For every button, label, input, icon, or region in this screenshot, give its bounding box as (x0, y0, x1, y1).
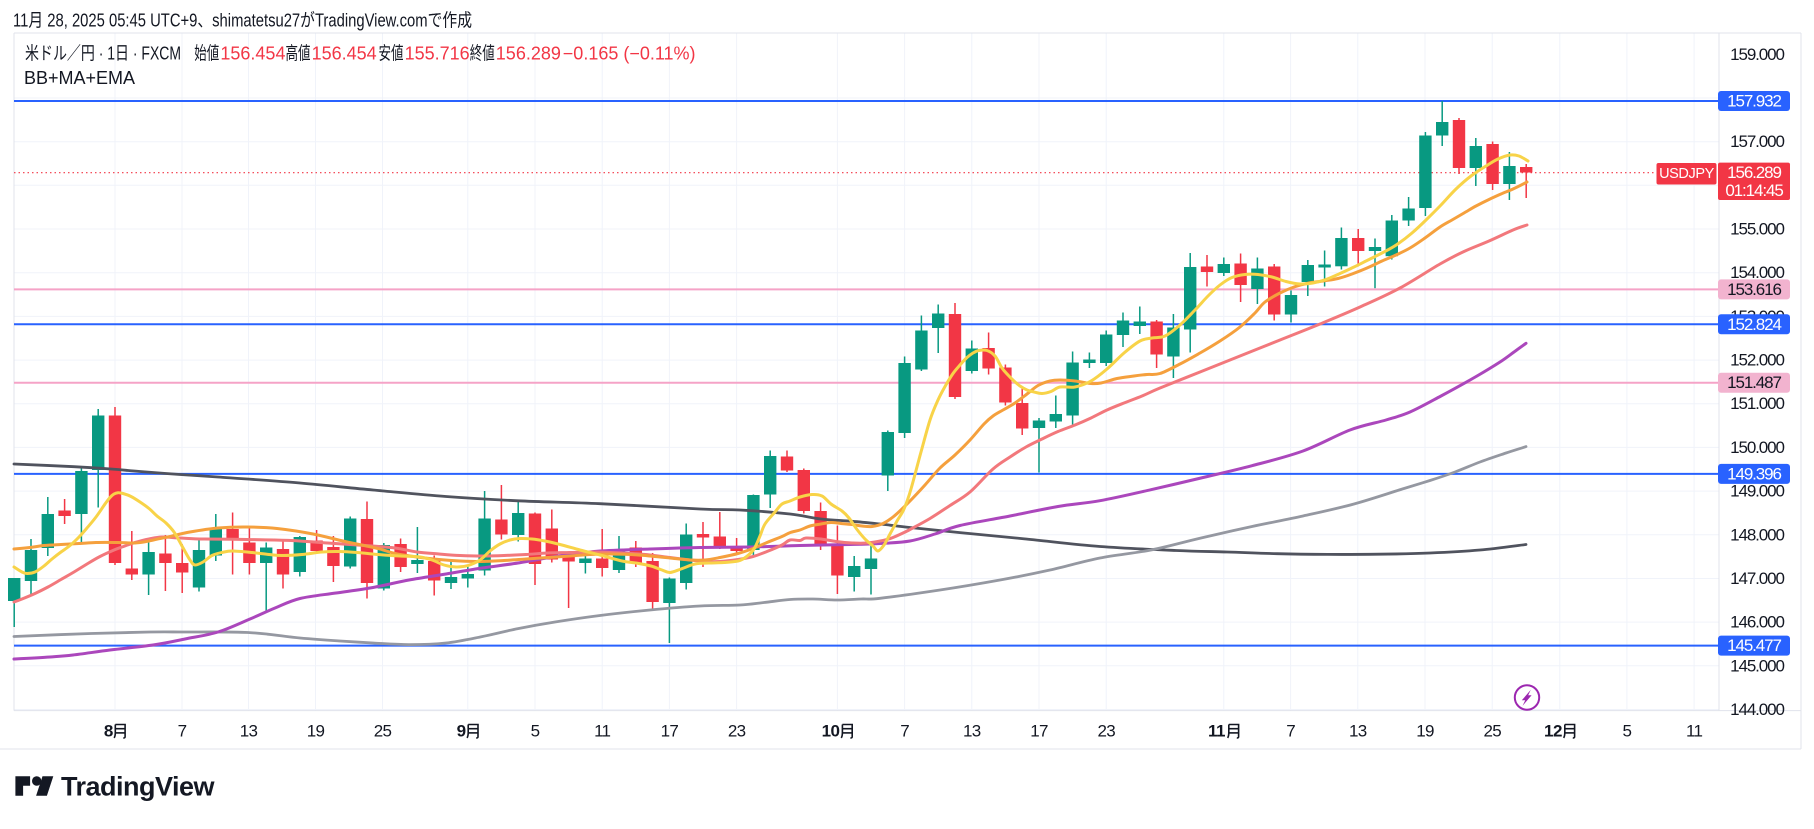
svg-text:11: 11 (594, 722, 610, 741)
svg-text:148.000: 148.000 (1730, 525, 1784, 544)
svg-text:149.000: 149.000 (1730, 482, 1784, 501)
svg-text:17: 17 (661, 722, 679, 741)
svg-text:始値: 始値 (194, 44, 219, 64)
svg-text:5: 5 (531, 722, 540, 741)
svg-text:145.000: 145.000 (1730, 656, 1784, 675)
svg-text:156.454: 156.454 (220, 44, 285, 64)
svg-text:153.616: 153.616 (1727, 280, 1781, 299)
svg-text:23: 23 (1097, 722, 1115, 741)
svg-text:146.000: 146.000 (1730, 613, 1784, 632)
svg-text:−0.165 (−0.11%): −0.165 (−0.11%) (563, 44, 696, 64)
svg-text:10: 10 (822, 722, 840, 741)
svg-text:152.000: 152.000 (1730, 351, 1784, 370)
svg-text:7: 7 (1286, 722, 1295, 741)
svg-text:BB+MA+EMA: BB+MA+EMA (24, 68, 135, 88)
svg-text:11: 11 (1208, 722, 1225, 741)
svg-text:13: 13 (963, 722, 981, 741)
svg-text:151.487: 151.487 (1727, 373, 1781, 392)
svg-text:12: 12 (1544, 722, 1562, 741)
svg-text:17: 17 (1030, 722, 1048, 741)
svg-text:7: 7 (900, 722, 909, 741)
svg-text:156.289: 156.289 (496, 44, 561, 64)
svg-text:157.932: 157.932 (1727, 92, 1781, 111)
svg-text:7: 7 (178, 722, 187, 741)
svg-text:11: 11 (1686, 722, 1702, 741)
svg-text:151.000: 151.000 (1730, 394, 1784, 413)
svg-text:USDJPY: USDJPY (1659, 166, 1715, 182)
svg-text:25: 25 (374, 722, 392, 741)
svg-text:13: 13 (240, 722, 258, 741)
svg-text:147.000: 147.000 (1730, 569, 1784, 588)
svg-text:152.824: 152.824 (1727, 315, 1781, 334)
svg-text:149.396: 149.396 (1727, 464, 1781, 483)
svg-text:米ドル／円 · 1日 · FXCM: 米ドル／円 · 1日 · FXCM (25, 44, 181, 64)
svg-text:150.000: 150.000 (1730, 438, 1784, 457)
svg-text:154.000: 154.000 (1730, 263, 1784, 282)
svg-text:安値: 安値 (379, 44, 404, 64)
svg-text:155.716: 155.716 (405, 44, 470, 64)
svg-text:25: 25 (1483, 722, 1501, 741)
svg-text:159.000: 159.000 (1730, 45, 1784, 64)
svg-text:19: 19 (1416, 722, 1434, 741)
svg-text:144.000: 144.000 (1730, 700, 1784, 719)
svg-text:155.000: 155.000 (1730, 220, 1784, 239)
svg-text:終値: 終値 (470, 44, 495, 64)
svg-text:156.289: 156.289 (1727, 163, 1781, 182)
svg-text:23: 23 (728, 722, 746, 741)
svg-text:5: 5 (1623, 722, 1632, 741)
svg-text:TradingView: TradingView (61, 772, 216, 802)
svg-text:8: 8 (104, 722, 113, 741)
svg-text:13: 13 (1349, 722, 1367, 741)
svg-text:01:14:45: 01:14:45 (1725, 181, 1783, 200)
svg-text:9: 9 (457, 722, 466, 741)
svg-text:157.000: 157.000 (1730, 132, 1784, 151)
svg-text:19: 19 (307, 722, 325, 741)
svg-text:156.454: 156.454 (312, 44, 377, 64)
svg-text:高値: 高値 (286, 44, 311, 64)
svg-text:11月 28, 2025 05:45 UTC+9、shima: 11月 28, 2025 05:45 UTC+9、shimatetsu27がTr… (13, 11, 472, 31)
svg-text:145.477: 145.477 (1727, 636, 1781, 655)
